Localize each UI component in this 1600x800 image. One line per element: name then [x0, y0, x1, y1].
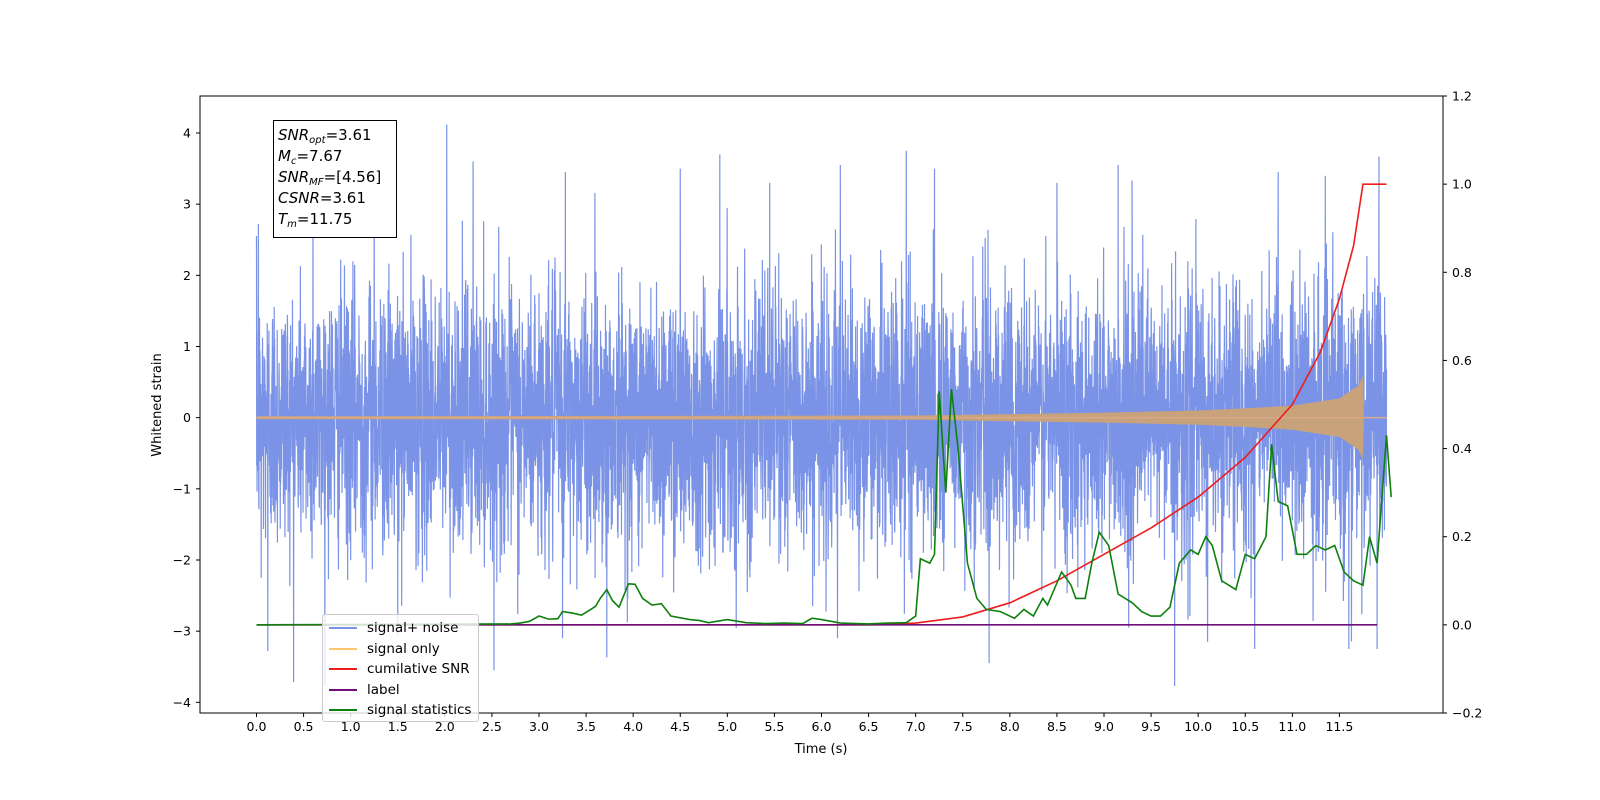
x-tick-label: 0.5 [294, 719, 314, 734]
x-tick-label: 9.0 [1094, 719, 1114, 734]
y-tick-label: 3 [183, 197, 191, 212]
x-tick-label: 0.0 [247, 719, 267, 734]
x-tick-label: 4.0 [623, 719, 643, 734]
x-tick-label: 5.5 [764, 719, 784, 734]
annotation-line-tm: Tm=11.75 [278, 210, 353, 230]
series-signal-noise [255, 124, 1388, 686]
annotation-line-csnr: CSNR=3.61 [278, 189, 366, 207]
annotation-line-snr-mf: SNRMF=[4.56] [278, 168, 382, 188]
x-tick-label: 6.5 [859, 719, 879, 734]
y2-tick-label: 0.6 [1452, 353, 1472, 368]
y-tick-label: −4 [173, 695, 191, 710]
x-tick-label: 2.0 [435, 719, 455, 734]
legend-swatch [329, 627, 357, 630]
x-tick-label: 10.0 [1184, 719, 1212, 734]
x-tick-label: 1.5 [388, 719, 408, 734]
y2-tick-label: −0.2 [1452, 706, 1482, 721]
x-tick-label: 3.0 [529, 719, 549, 734]
y-axis-label: Whitened strain [150, 353, 165, 456]
x-tick-label: 2.5 [482, 719, 502, 734]
y2-tick-label: 0.8 [1452, 265, 1472, 280]
legend-item-signal-noise: signal+ noise [329, 618, 478, 639]
y2-tick-label: 0.0 [1452, 617, 1472, 632]
legend-item-label: label [329, 680, 478, 701]
plot-layer [255, 124, 1393, 686]
y-tick-label: −1 [173, 481, 191, 496]
annotation-box: SNRopt=3.61 Mc=7.67 SNRMF=[4.56] CSNR=3.… [273, 120, 397, 238]
annotation-line-mc: Mc=7.67 [278, 147, 343, 167]
x-tick-label: 3.5 [576, 719, 596, 734]
x-tick-label: 8.5 [1047, 719, 1067, 734]
x-axis-label: Time (s) [794, 742, 848, 757]
legend-swatch [329, 668, 357, 671]
x-tick-label: 1.0 [341, 719, 361, 734]
x-tick-label: 11.0 [1278, 719, 1306, 734]
legend-item-signal-only: signal only [329, 639, 478, 660]
plot-area [255, 124, 1393, 686]
x-tick-label: 7.0 [906, 719, 926, 734]
ticks-layer: 0.0 0.5 1.0 1.5 2.0 2.5 3.0 3.5 4.0 4.5 5.0 5.5 6.0 6… [173, 89, 1483, 735]
x-tick-label: 8.0 [1000, 719, 1020, 734]
y2-tick-label: 0.2 [1452, 529, 1472, 544]
x-tick-label: 5.0 [717, 719, 737, 734]
y2-tick-label: 1.2 [1452, 89, 1472, 104]
legend-swatch [329, 709, 357, 712]
y-tick-label: −2 [173, 552, 191, 567]
annotation-line-snr-opt: SNRopt=3.61 [278, 126, 372, 146]
y-tick-label: 1 [183, 339, 191, 354]
x-tick-label: 6.0 [812, 719, 832, 734]
legend-swatch [329, 647, 357, 650]
series-cumulative-snr [256, 183, 1387, 626]
y2-tick-label: 0.4 [1452, 441, 1472, 456]
y-tick-label: 2 [183, 268, 191, 283]
y-tick-label: −3 [173, 624, 191, 639]
y-tick-label: 0 [183, 410, 191, 425]
x-tick-label: 11.5 [1325, 719, 1353, 734]
y2-tick-label: 1.0 [1452, 177, 1472, 192]
x-tick-label: 7.5 [953, 719, 973, 734]
legend-item-signal-statistics: signal statistics [329, 700, 478, 721]
x-tick-label: 4.5 [670, 719, 690, 734]
legend-swatch [329, 688, 357, 691]
x-tick-label: 9.5 [1141, 719, 1161, 734]
legend-item-cumulative-snr: cumilative SNR [329, 659, 478, 680]
y-tick-label: 4 [183, 126, 191, 141]
x-tick-label: 10.5 [1231, 719, 1259, 734]
series-signal-statistics [256, 388, 1393, 626]
legend: signal+ noise signal only cumilative SNR… [322, 614, 479, 722]
